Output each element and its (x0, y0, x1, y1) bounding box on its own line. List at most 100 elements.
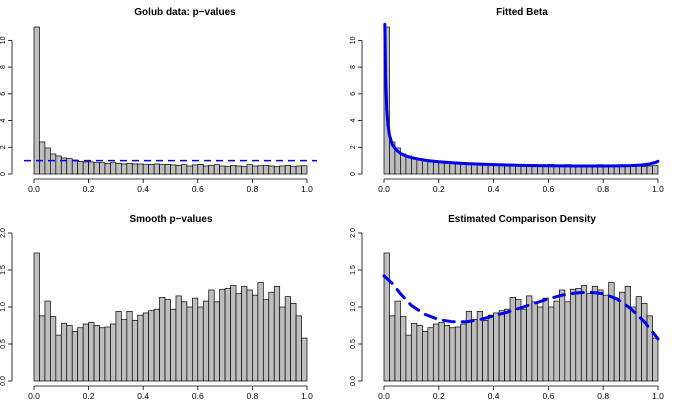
y-tick-label: 2 (350, 145, 357, 149)
histogram-bar (33, 252, 40, 382)
histogram-bar (476, 311, 483, 382)
histogram-bar (580, 285, 588, 382)
x-tick-label: 0.8 (246, 184, 258, 194)
histogram-bar (246, 289, 253, 382)
histogram-bar (191, 297, 199, 382)
histogram-bar (405, 334, 412, 382)
histogram-bar (635, 296, 642, 382)
histogram-bar (564, 301, 571, 382)
y-tick-label: 0.0 (0, 376, 7, 386)
x-tick-label: 0.6 (542, 391, 554, 401)
histogram-bar (159, 164, 166, 175)
histogram-bar (110, 162, 117, 175)
histogram-bar (432, 323, 440, 382)
histogram-bar (131, 319, 139, 382)
histogram-bar (137, 314, 144, 382)
y-tick-label: 0 (0, 172, 7, 176)
histogram-bar (230, 285, 237, 382)
histogram-bar (44, 300, 51, 382)
histogram-bar (422, 331, 429, 382)
x-tick-label: 0.0 (28, 184, 40, 194)
y-tick-label: 1.5 (350, 265, 357, 275)
histogram-bar (295, 315, 302, 382)
histogram-bar (531, 301, 538, 382)
histogram-bar (77, 327, 84, 382)
x-tick-label: 0.4 (137, 391, 149, 401)
histogram-bar (131, 163, 139, 175)
x-tick-label: 0.8 (597, 391, 609, 401)
histogram-bar (153, 163, 160, 175)
y-tick-label: 4 (350, 118, 357, 122)
y-tick-label: 1.5 (0, 265, 7, 275)
histogram-bar (586, 293, 593, 382)
x-tick-label: 0.0 (28, 391, 40, 401)
panel-title: Smooth p−values (129, 214, 213, 225)
histogram-bar (542, 297, 549, 382)
histogram-bar (197, 306, 204, 382)
histogram-bar (301, 337, 308, 382)
histogram-bar (443, 162, 451, 175)
histogram-bar (39, 315, 46, 382)
x-tick-label: 0.4 (137, 184, 149, 194)
histogram-bar (537, 165, 544, 175)
histogram-bar (126, 162, 133, 175)
y-tick-label: 4 (0, 118, 7, 122)
histogram-bar (142, 164, 150, 175)
x-tick-label: 0.8 (597, 184, 609, 194)
histogram-bar (411, 157, 418, 175)
x-tick-label: 0.6 (192, 184, 204, 194)
comparison-density-curve (382, 274, 660, 341)
histogram-bar (186, 306, 193, 382)
histogram-bar (454, 162, 462, 175)
y-tick-label: 10 (350, 36, 357, 44)
histogram-bar (400, 316, 407, 382)
histogram-bar (115, 311, 122, 382)
histogram-bar (262, 164, 270, 175)
histogram-bar (630, 165, 637, 175)
histogram-bar (257, 282, 264, 382)
panel-smooth-pvalues: Smooth p−values 0.0 0.2 0.4 0.6 0.8 1.0 0.0 0.5… (0, 214, 313, 401)
histogram-bar (619, 291, 626, 382)
histogram-bar (498, 310, 505, 382)
histogram-bar (438, 322, 445, 382)
histogram-bar (66, 325, 73, 382)
x-tick-label: 1.0 (652, 184, 664, 194)
histogram-bar (284, 164, 291, 175)
histogram-bar (268, 165, 275, 175)
histogram-bar (515, 299, 522, 382)
histogram-bar (548, 306, 555, 382)
histogram-bar (252, 294, 259, 382)
histogram-bar (99, 162, 106, 175)
histogram-bar (449, 327, 456, 382)
histogram-bar (624, 285, 631, 382)
histogram-bar (121, 319, 128, 382)
histogram-bar (175, 164, 182, 175)
histogram-bar (164, 299, 171, 382)
panel-estimated-comparison-density: Estimated Comparison Density 0.0 0.2 0.4 0.… (350, 214, 664, 401)
panel-fitted-beta: Fitted Beta 0.0 0.2 0.4 0.6 0.8 1.0 0 2 4 6 8 10 (350, 7, 664, 194)
histogram-bar (537, 306, 544, 382)
panel-golub-pvalues: Golub data: p−values 0.0 0.2 0.4 0.6 0.8 1.0 0… (0, 7, 317, 194)
histogram-bar (60, 322, 68, 382)
histogram-bar (82, 161, 89, 175)
panel-title: Fitted Beta (496, 7, 548, 18)
histogram-bar (175, 295, 182, 382)
histogram-bar (82, 323, 89, 382)
histogram-bar (252, 165, 259, 175)
x-tick-label: 0.4 (488, 391, 500, 401)
histogram-bar (55, 334, 62, 382)
histogram-bar (110, 323, 117, 382)
histogram-bar (273, 166, 281, 175)
y-tick-label: 0.5 (350, 339, 357, 349)
histogram-bar (104, 162, 111, 175)
y-tick-label: 2.0 (0, 228, 7, 238)
x-tick-label: 0.8 (246, 391, 258, 401)
histogram-bar (438, 161, 445, 175)
histogram-bar (121, 163, 128, 175)
x-tick-label: 1.0 (301, 184, 313, 194)
histogram-bar (411, 322, 418, 382)
y-tick-label: 0 (350, 172, 357, 176)
histogram-bar (597, 289, 604, 382)
histogram-bar (526, 295, 533, 382)
histogram-bar (262, 299, 270, 382)
